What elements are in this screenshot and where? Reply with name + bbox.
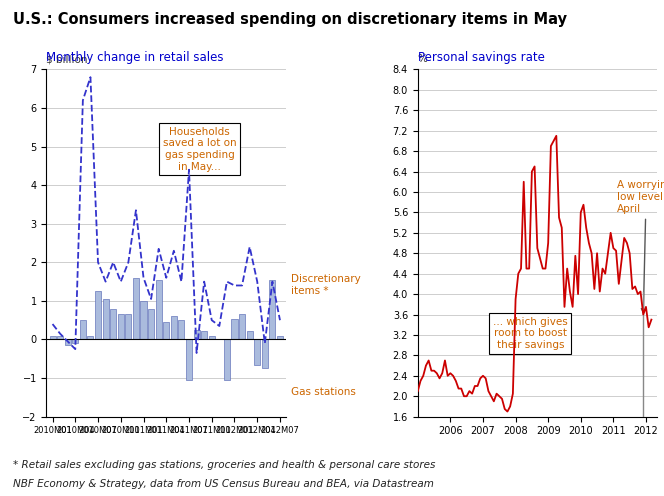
Bar [64,339,71,345]
Bar [208,336,214,339]
Text: ... which gives
room to boost
their savings: ... which gives room to boost their savi… [493,317,568,350]
Bar [125,314,131,339]
Bar [232,319,238,339]
Bar [201,331,207,339]
Text: $ billion: $ billion [46,54,88,64]
Bar [239,314,245,339]
Bar [155,280,162,339]
Text: Discretionary
items *: Discretionary items * [291,274,361,296]
Bar [246,331,253,339]
Bar [72,339,78,343]
Bar [50,336,56,339]
Bar [193,330,200,339]
Bar [270,280,276,339]
Text: Personal savings rate: Personal savings rate [418,51,544,64]
Bar [102,299,109,339]
Bar [110,310,116,339]
Bar [179,320,185,339]
Bar [254,339,260,365]
Text: A worrying
low level in
April: A worrying low level in April [617,181,664,313]
Bar [224,339,230,380]
Text: Gas stations: Gas stations [291,387,356,397]
Bar [262,339,268,369]
Bar [148,309,154,339]
Text: * Retail sales excluding gas stations, groceries and health & personal care stor: * Retail sales excluding gas stations, g… [13,460,436,470]
Bar [133,278,139,339]
Bar [171,315,177,339]
Text: U.S.: Consumers increased spending on discretionary items in May: U.S.: Consumers increased spending on di… [13,12,567,27]
Bar [163,322,169,339]
Bar [186,339,192,380]
Text: NBF Economy & Strategy, data from US Census Bureau and BEA, via Datastream: NBF Economy & Strategy, data from US Cen… [13,479,434,489]
Text: %: % [418,54,428,64]
Bar [118,314,124,339]
Text: Households
saved a lot on
gas spending
in May...: Households saved a lot on gas spending i… [163,127,236,172]
Text: Monthly change in retail sales: Monthly change in retail sales [46,51,224,64]
Bar [277,336,283,339]
Bar [57,336,63,339]
Bar [95,291,101,339]
Bar [88,336,94,339]
Bar [141,301,147,339]
Bar [80,320,86,339]
